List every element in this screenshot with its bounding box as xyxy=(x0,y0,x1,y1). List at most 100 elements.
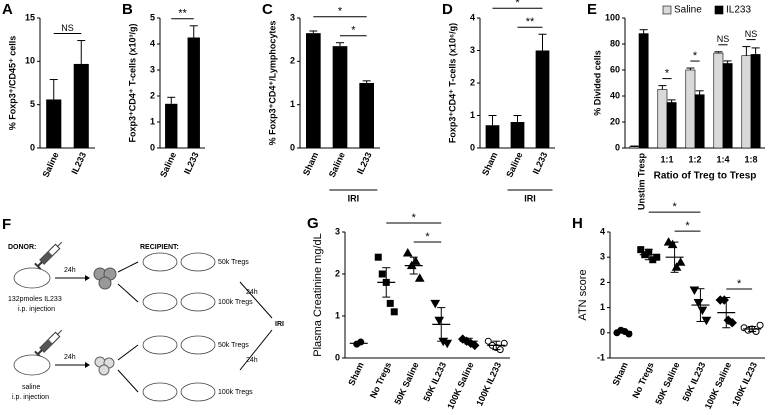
x-tick-label: 50K IL233 xyxy=(681,361,708,403)
y-axis-label: % Foxp3⁺/CD45⁺ cells xyxy=(7,36,17,131)
x-tick-label: IL233 xyxy=(531,151,550,176)
significance-label: * xyxy=(515,0,520,9)
y-tick-label: 40 xyxy=(610,90,620,100)
dose: 50k Tregs xyxy=(218,259,249,266)
point xyxy=(689,286,700,295)
bar xyxy=(187,37,200,148)
diagram-f: F DONOR: RECIPIENT: 132pmoles IL233 i.p.… xyxy=(2,216,284,402)
bar xyxy=(750,54,761,149)
legend-swatch xyxy=(714,5,724,15)
panel-label: F xyxy=(2,216,11,233)
interval: 24h xyxy=(64,267,76,274)
treatment-route: i.p. injection xyxy=(12,394,49,401)
x-tick-label: 100K IL233 xyxy=(730,361,759,408)
y-tick-label: 1 xyxy=(335,310,340,320)
x-tick-label: IL233 xyxy=(69,151,88,176)
y-tick-label: 2 xyxy=(150,90,155,100)
y-axis-label: % Divided cells xyxy=(592,50,602,116)
panel-label: B xyxy=(122,1,133,18)
y-tick-label: 5 xyxy=(30,99,35,109)
point xyxy=(386,299,394,307)
point xyxy=(442,339,453,349)
x-tick-label: 100K IL233 xyxy=(474,361,503,408)
interval: 24h xyxy=(64,354,76,361)
y-tick-label: 5 xyxy=(150,12,155,22)
y-tick-label: 80 xyxy=(610,38,620,48)
significance-label: * xyxy=(351,25,356,37)
x-tick-label: Saline xyxy=(504,151,524,179)
x-tick-label: Sham xyxy=(610,361,629,387)
y-axis-label: Foxp3⁺CD4⁺ T-cells (x10³/g) xyxy=(127,23,137,142)
x-tick-label: Saline xyxy=(40,151,60,179)
x-tick-label: 1:1 xyxy=(660,154,673,164)
point xyxy=(390,308,398,316)
bar xyxy=(741,55,752,149)
bar xyxy=(165,103,178,148)
x-tick-label: 100K Saline xyxy=(703,361,733,411)
dose: 50k Tregs xyxy=(218,342,249,349)
y-tick-label: 0 xyxy=(600,327,605,337)
arrowhead xyxy=(85,275,90,281)
x-tick-label: Sham xyxy=(480,151,499,177)
y-tick-label: 2 xyxy=(470,77,475,87)
significance-label: * xyxy=(665,68,670,80)
x-tick-label: Unstim Tresp xyxy=(636,152,646,210)
y-tick-label: 15 xyxy=(25,12,35,22)
point xyxy=(637,246,645,254)
y-tick-label: 10 xyxy=(25,56,35,66)
bar xyxy=(46,99,62,148)
x-tick-label: No Tregs xyxy=(630,361,655,400)
organ xyxy=(93,267,117,290)
point xyxy=(402,247,413,257)
significance-label: * xyxy=(425,231,430,243)
x-tick-label: 100K Saline xyxy=(445,361,475,411)
interval: 24h xyxy=(246,289,258,296)
y-tick-label: 0 xyxy=(615,142,620,152)
y-tick-label: 3 xyxy=(335,226,340,236)
panel-label: A xyxy=(2,1,13,18)
x-tick-label: 50K IL233 xyxy=(421,361,448,403)
dose: 100k Tregs xyxy=(218,389,253,396)
arrow xyxy=(239,281,273,371)
bar xyxy=(666,102,677,149)
bar xyxy=(306,33,321,148)
significance-label: * xyxy=(338,6,343,18)
y-tick-label: 60 xyxy=(610,64,620,74)
y-tick-label: 3 xyxy=(150,64,155,74)
group-label: IRI xyxy=(524,193,536,203)
significance-label: * xyxy=(693,50,698,62)
x-tick-label: Saline xyxy=(327,151,347,179)
mouse xyxy=(13,267,51,289)
bar xyxy=(332,46,348,148)
dose: 100k Tregs xyxy=(218,299,253,306)
y-tick-label: 4 xyxy=(600,226,605,236)
y-tick-label: 0 xyxy=(470,142,475,152)
y-tick-label: 3 xyxy=(290,12,295,22)
y-axis-label: % Foxp3⁺CD4⁺/Lymphocytes xyxy=(267,21,277,146)
arrow xyxy=(117,261,139,393)
syringe xyxy=(34,241,63,270)
treatment-route: i.p. injection xyxy=(18,306,55,313)
x-tick-label: Sham xyxy=(301,151,320,177)
bar xyxy=(510,122,525,148)
y-axis-label: Plasma Creatinine mg/dL xyxy=(312,233,324,357)
bar xyxy=(657,89,668,149)
legend-label: Saline xyxy=(674,5,702,16)
x-tick-label: 50K Saline xyxy=(392,361,420,406)
x-tick-label: 50K Saline xyxy=(653,361,681,406)
panel-label: C xyxy=(262,1,273,18)
bar xyxy=(73,63,89,148)
y-tick-label: 1 xyxy=(470,110,475,120)
significance-label: NS xyxy=(61,23,74,33)
bar xyxy=(722,63,733,149)
arrowhead xyxy=(85,362,90,368)
y-tick-label: 2 xyxy=(600,277,605,287)
point xyxy=(675,257,686,266)
x-tick-label: No Tregs xyxy=(368,361,393,400)
point xyxy=(701,316,712,326)
y-tick-label: 2 xyxy=(290,56,295,66)
significance-label: * xyxy=(737,278,742,290)
bar xyxy=(694,94,705,149)
significance-label: * xyxy=(685,220,690,232)
